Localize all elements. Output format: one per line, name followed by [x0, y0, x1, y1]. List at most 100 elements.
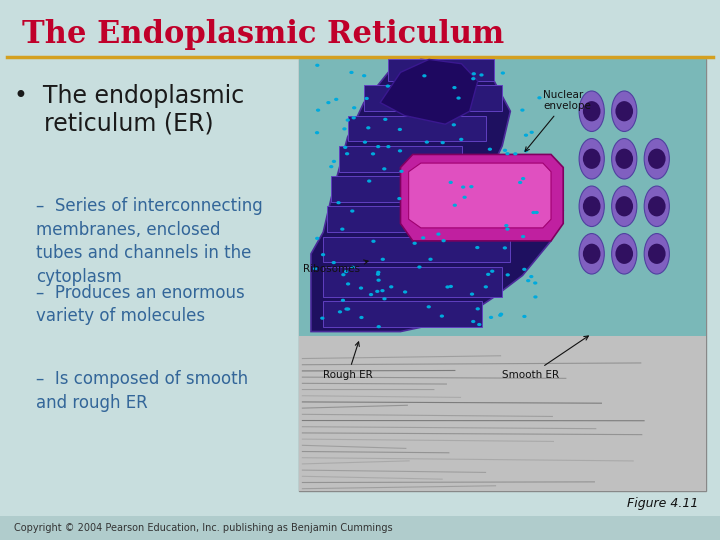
- Text: –  Produces an enormous
variety of molecules: – Produces an enormous variety of molecu…: [36, 284, 245, 325]
- Circle shape: [529, 275, 534, 278]
- Ellipse shape: [579, 138, 604, 179]
- Circle shape: [449, 285, 453, 288]
- Circle shape: [500, 71, 505, 75]
- Circle shape: [449, 181, 453, 184]
- Circle shape: [336, 201, 341, 204]
- Circle shape: [471, 77, 475, 80]
- Circle shape: [375, 290, 379, 293]
- Circle shape: [369, 293, 373, 296]
- Ellipse shape: [579, 186, 604, 227]
- Circle shape: [316, 109, 320, 112]
- Circle shape: [524, 149, 528, 152]
- Circle shape: [428, 258, 433, 261]
- Circle shape: [522, 268, 526, 271]
- Circle shape: [381, 258, 385, 261]
- Circle shape: [364, 97, 369, 100]
- Circle shape: [475, 246, 480, 249]
- Circle shape: [422, 74, 426, 77]
- Circle shape: [349, 71, 354, 74]
- Circle shape: [376, 273, 380, 276]
- Ellipse shape: [648, 196, 665, 217]
- Circle shape: [421, 236, 426, 239]
- Circle shape: [389, 285, 393, 288]
- Circle shape: [346, 307, 350, 310]
- Ellipse shape: [644, 233, 670, 274]
- Circle shape: [459, 138, 464, 141]
- Circle shape: [382, 297, 387, 300]
- Circle shape: [446, 285, 450, 288]
- Circle shape: [315, 131, 319, 134]
- Circle shape: [499, 313, 503, 316]
- Circle shape: [377, 325, 381, 328]
- Circle shape: [531, 211, 536, 214]
- Circle shape: [452, 86, 456, 89]
- Ellipse shape: [616, 101, 633, 122]
- Circle shape: [352, 106, 356, 110]
- Polygon shape: [331, 176, 478, 202]
- Circle shape: [321, 253, 325, 256]
- Text: Smooth ER: Smooth ER: [503, 336, 588, 380]
- Circle shape: [313, 267, 318, 271]
- Circle shape: [386, 84, 390, 87]
- Circle shape: [344, 270, 348, 273]
- Circle shape: [522, 315, 526, 318]
- Ellipse shape: [616, 244, 633, 264]
- Circle shape: [453, 204, 457, 207]
- Circle shape: [440, 314, 444, 318]
- Polygon shape: [409, 163, 551, 228]
- Circle shape: [403, 291, 408, 294]
- Ellipse shape: [616, 196, 633, 217]
- Circle shape: [383, 118, 387, 121]
- Circle shape: [418, 265, 422, 268]
- Ellipse shape: [611, 91, 637, 131]
- Circle shape: [320, 316, 325, 320]
- Circle shape: [351, 116, 356, 119]
- Circle shape: [477, 323, 482, 326]
- Circle shape: [487, 147, 492, 151]
- Circle shape: [505, 273, 510, 276]
- Circle shape: [503, 246, 507, 249]
- Bar: [299, 336, 706, 491]
- Circle shape: [340, 227, 344, 231]
- Circle shape: [359, 316, 364, 319]
- Circle shape: [367, 179, 372, 183]
- Polygon shape: [400, 154, 563, 241]
- Ellipse shape: [648, 148, 665, 169]
- Circle shape: [441, 141, 445, 144]
- Text: Nuclear
envelope: Nuclear envelope: [525, 90, 590, 151]
- Circle shape: [332, 160, 336, 163]
- Circle shape: [341, 299, 345, 302]
- Ellipse shape: [644, 186, 670, 227]
- Polygon shape: [380, 59, 478, 124]
- Circle shape: [386, 145, 390, 149]
- Circle shape: [472, 72, 476, 76]
- Circle shape: [456, 97, 461, 100]
- Polygon shape: [340, 146, 462, 172]
- Circle shape: [346, 118, 350, 122]
- Polygon shape: [323, 301, 482, 327]
- Circle shape: [425, 140, 429, 144]
- Ellipse shape: [611, 138, 637, 179]
- Circle shape: [490, 269, 495, 273]
- Circle shape: [461, 185, 465, 188]
- Circle shape: [537, 96, 541, 99]
- Bar: [299, 59, 706, 491]
- Circle shape: [400, 170, 404, 173]
- Circle shape: [334, 98, 338, 101]
- Ellipse shape: [644, 138, 670, 179]
- Circle shape: [376, 271, 380, 274]
- Ellipse shape: [583, 244, 600, 264]
- Circle shape: [436, 233, 441, 236]
- Circle shape: [351, 266, 355, 269]
- Circle shape: [505, 227, 510, 231]
- Circle shape: [326, 101, 330, 104]
- Circle shape: [521, 235, 526, 238]
- Ellipse shape: [583, 101, 600, 122]
- Text: •  The endoplasmic
    reticulum (ER): • The endoplasmic reticulum (ER): [14, 84, 245, 136]
- Text: Copyright © 2004 Pearson Education, Inc. publishing as Benjamin Cummings: Copyright © 2004 Pearson Education, Inc.…: [14, 523, 393, 533]
- Ellipse shape: [616, 148, 633, 169]
- Circle shape: [377, 279, 381, 282]
- Ellipse shape: [583, 148, 600, 169]
- Circle shape: [503, 148, 507, 152]
- Polygon shape: [323, 267, 503, 297]
